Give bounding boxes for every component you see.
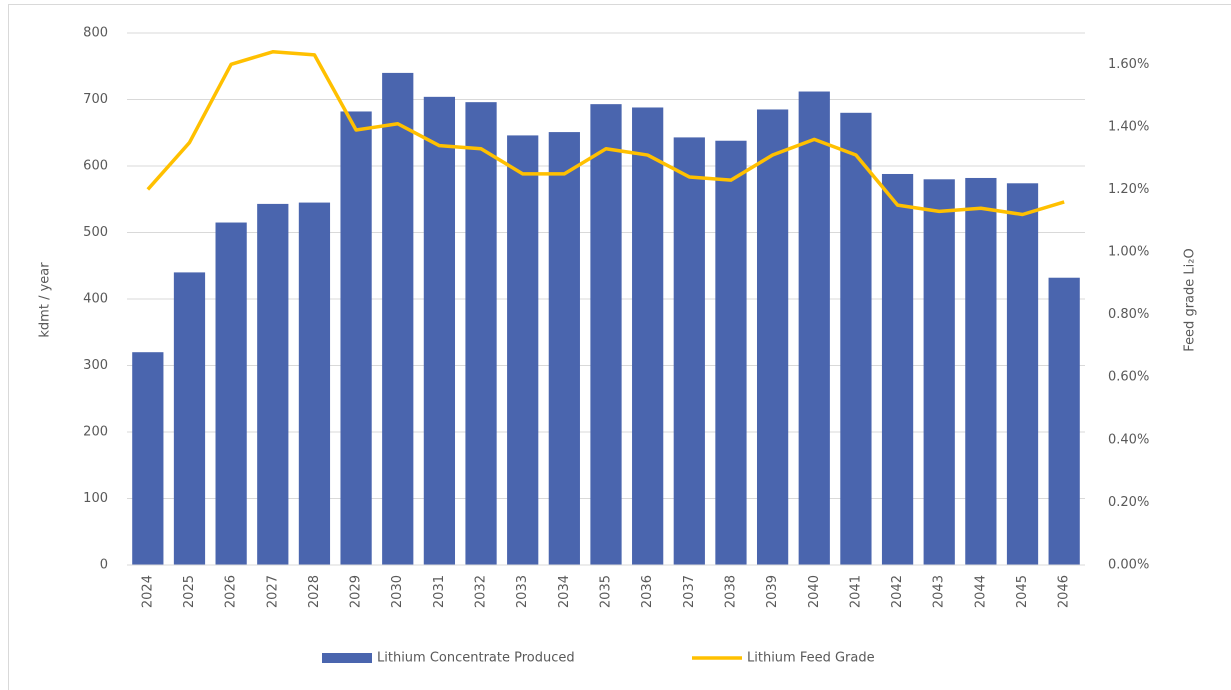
x-tick-label: 2030 [390,575,405,608]
y2-tick-label: 0.60% [1108,370,1149,385]
y-tick-label: 200 [83,425,108,440]
y2-tick-label: 1.20% [1108,182,1149,197]
bar [215,222,247,565]
bar [340,111,372,565]
legend-label: Lithium Concentrate Produced [377,651,575,666]
bar [173,272,206,565]
bar [881,173,914,566]
y-tick-label: 300 [83,358,108,373]
x-tick-label: 2044 [973,575,988,608]
bar [673,137,705,565]
x-tick-label: 2026 [224,575,239,608]
x-tick-label: 2037 [682,575,697,608]
bar [632,107,664,565]
y-tick-label: 600 [83,159,108,174]
bar [423,96,456,565]
x-tick-label: 2027 [265,575,280,608]
x-tick-label: 2033 [515,575,530,608]
y-tick-label: 100 [83,491,108,506]
y-tick-label: 700 [83,92,108,107]
bar [382,72,414,566]
y2-tick-label: 1.00% [1108,245,1149,260]
y2-axis-label: Feed grade Li₂O [1183,248,1198,351]
y2-tick-label: 1.40% [1108,119,1149,134]
bar [548,132,580,565]
x-tick-label: 2043 [932,575,947,608]
bar [298,202,331,565]
y-tick-label: 400 [83,292,108,307]
bar [1048,277,1080,565]
bar [965,177,997,565]
x-tick-label: 2031 [432,575,447,608]
x-tick-label: 2038 [723,575,738,608]
x-tick-label: 2046 [1057,575,1072,608]
y-axis-label: kdmt / year [38,262,53,338]
x-tick-label: 2040 [807,575,822,608]
x-tick-label: 2024 [140,575,155,608]
bar [132,352,164,565]
legend-label: Lithium Feed Grade [747,651,875,666]
x-tick-label: 2025 [182,575,197,608]
bar [257,203,289,565]
x-tick-label: 2042 [890,575,905,608]
x-tick-label: 2039 [765,575,780,608]
bar [507,135,539,565]
x-tick-label: 2035 [599,575,614,608]
x-tick-label: 2041 [848,575,863,608]
y2-tick-label: 0.80% [1108,307,1149,322]
x-tick-label: 2045 [1015,575,1030,608]
y-tick-label: 500 [83,225,108,240]
bar [1006,183,1039,566]
x-tick-label: 2034 [557,575,572,608]
bar [590,104,622,565]
legend-swatch [322,653,372,663]
x-tick-label: 2028 [307,575,322,608]
x-tick-label: 2029 [349,575,364,608]
bar [923,179,955,566]
bar [715,140,747,566]
bar [756,109,789,565]
y2-tick-label: 0.20% [1108,495,1149,510]
x-tick-label: 2032 [474,575,489,608]
x-tick-label: 2036 [640,575,655,608]
bar [840,112,872,566]
y-tick-label: 800 [83,26,108,41]
y2-tick-label: 0.00% [1108,558,1149,573]
bar [798,91,830,566]
line [146,50,1065,217]
y2-tick-label: 1.60% [1108,57,1149,72]
chart-frame [8,4,1231,690]
bar [465,102,497,565]
y-tick-label: 0 [100,558,108,573]
y2-tick-label: 0.40% [1108,432,1149,447]
